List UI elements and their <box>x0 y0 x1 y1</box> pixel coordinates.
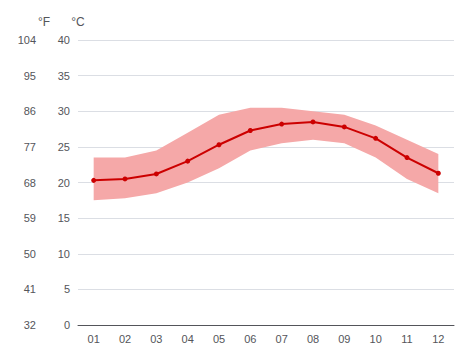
svg-text:02: 02 <box>119 333 131 345</box>
svg-text:104: 104 <box>18 34 36 46</box>
svg-text:08: 08 <box>307 333 319 345</box>
svg-text:40: 40 <box>58 34 70 46</box>
svg-text:20: 20 <box>58 177 70 189</box>
svg-text:95: 95 <box>24 70 36 82</box>
svg-text:77: 77 <box>24 141 36 153</box>
svg-text:10: 10 <box>58 248 70 260</box>
svg-text:5: 5 <box>64 283 70 295</box>
svg-text:11: 11 <box>401 333 412 345</box>
svg-text:25: 25 <box>58 141 70 153</box>
svg-text:°F: °F <box>38 15 50 29</box>
svg-text:06: 06 <box>244 333 256 345</box>
svg-text:°C: °C <box>71 15 85 29</box>
svg-text:12: 12 <box>432 333 444 345</box>
svg-text:10: 10 <box>370 333 382 345</box>
svg-text:15: 15 <box>58 212 70 224</box>
svg-text:50: 50 <box>24 248 36 260</box>
svg-text:86: 86 <box>24 105 36 117</box>
svg-text:68: 68 <box>24 177 36 189</box>
svg-text:0: 0 <box>64 319 70 331</box>
svg-text:32: 32 <box>24 319 36 331</box>
svg-text:03: 03 <box>150 333 162 345</box>
svg-text:05: 05 <box>213 333 225 345</box>
svg-text:09: 09 <box>338 333 350 345</box>
svg-text:59: 59 <box>24 212 36 224</box>
svg-text:04: 04 <box>182 333 194 345</box>
svg-text:41: 41 <box>24 283 36 295</box>
svg-text:30: 30 <box>58 105 70 117</box>
svg-text:01: 01 <box>88 333 100 345</box>
svg-text:07: 07 <box>276 333 288 345</box>
svg-text:35: 35 <box>58 70 70 82</box>
